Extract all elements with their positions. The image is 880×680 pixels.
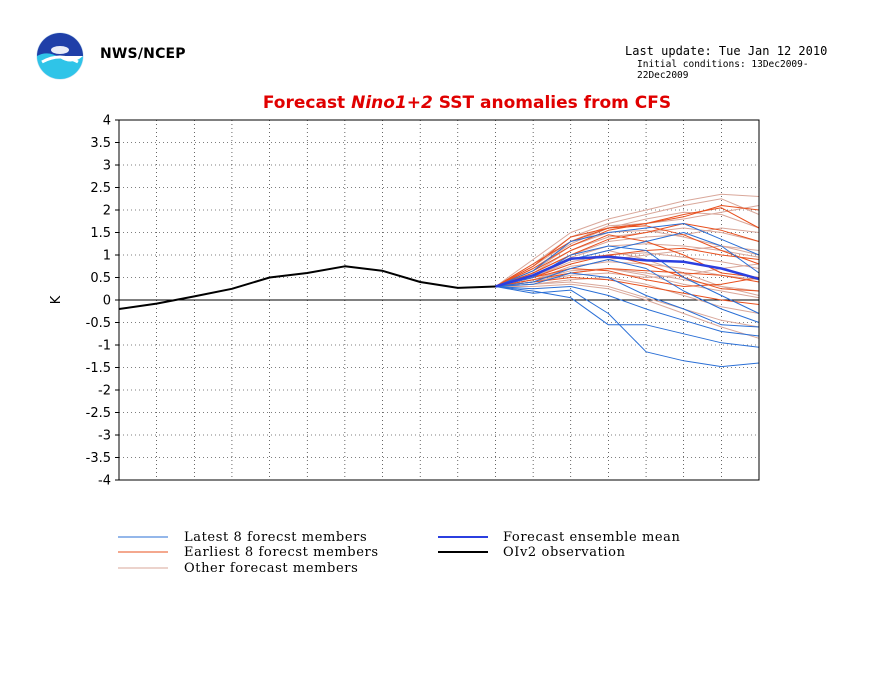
last-update: Last update: Tue Jan 12 2010 (625, 44, 828, 58)
earliest-member-line (495, 225, 760, 287)
org-name: NWS/NCEP (100, 46, 186, 62)
latest-member-line (495, 223, 760, 287)
y-tick-label: 4 (103, 114, 111, 129)
y-tick-label: 3.5 (90, 136, 111, 151)
earliest-member-line (495, 205, 760, 287)
y-tick-label: 1 (103, 249, 111, 264)
y-tick-label: -3 (98, 429, 111, 444)
series-observation (118, 265, 496, 310)
other-member-line (495, 205, 760, 287)
y-tick-label: 2 (103, 204, 111, 219)
other-member-line (495, 198, 760, 287)
earliest-member-line (495, 277, 760, 305)
other-member-line (495, 229, 760, 287)
y-tick-label: -1 (98, 339, 111, 354)
earliest-member-line (495, 234, 760, 287)
ensemble-mean-line (495, 255, 760, 288)
y-tick-label: -0.5 (86, 316, 111, 331)
y-tick-label: -4 (98, 474, 111, 489)
latest-member-line (495, 286, 760, 348)
y-tick-label: 3 (103, 159, 111, 174)
other-member-line (495, 283, 760, 339)
observation-line (118, 265, 496, 310)
series-other-members (495, 193, 760, 339)
legend-label-other: Other forecast members (184, 561, 358, 576)
earliest-member-line (495, 247, 760, 287)
y-axis-ticks: 4 3.5 3 2.5 2 1.5 1 0.5 0 -0.5 -1 -1.5 -2 -2.5 -3 -3.5 -… (86, 114, 119, 489)
latest-member-line (495, 286, 760, 337)
other-member-line (495, 281, 760, 328)
chart-title-region: Nino1+2 (351, 93, 433, 113)
other-member-line (495, 227, 760, 287)
y-tick-label: -2.5 (86, 406, 111, 421)
latest-member-line (495, 272, 760, 328)
y-tick-label: 1.5 (90, 226, 111, 241)
y-tick-label: -1.5 (86, 361, 111, 376)
noaa-logo-icon (36, 32, 84, 80)
legend-label-mean: Forecast ensemble mean (503, 530, 681, 545)
y-tick-label: -2 (98, 384, 111, 399)
y-tick-label: -3.5 (86, 451, 111, 466)
legend: Latest 8 forecst members Earliest 8 fore… (118, 530, 681, 576)
latest-member-line (495, 286, 760, 368)
chart-title-prefix: Forecast (263, 93, 351, 113)
series-ensemble-mean (495, 255, 760, 288)
other-member-line (495, 193, 760, 287)
legend-label-earliest: Earliest 8 forecst members (184, 545, 379, 560)
plot-frame (118, 119, 760, 481)
earliest-member-line (495, 268, 760, 287)
chart-title-suffix: SST anomalies from CFS (433, 93, 671, 113)
chart-title: Forecast Nino1+2 SST anomalies from CFS (263, 93, 671, 113)
y-tick-label: 2.5 (90, 181, 111, 196)
initial-conditions: Initial conditions: 13Dec2009-22Dec2009 (637, 59, 809, 81)
y-axis-label: K (49, 295, 64, 304)
latest-member-line (495, 259, 760, 323)
y-tick-label: 0 (103, 294, 111, 309)
earliest-member-line (495, 223, 760, 287)
legend-label-obs: OIv2 observation (503, 545, 626, 560)
earliest-member-line (495, 268, 760, 287)
y-tick-label: 0.5 (90, 271, 111, 286)
legend-label-latest: Latest 8 forecst members (184, 530, 367, 545)
